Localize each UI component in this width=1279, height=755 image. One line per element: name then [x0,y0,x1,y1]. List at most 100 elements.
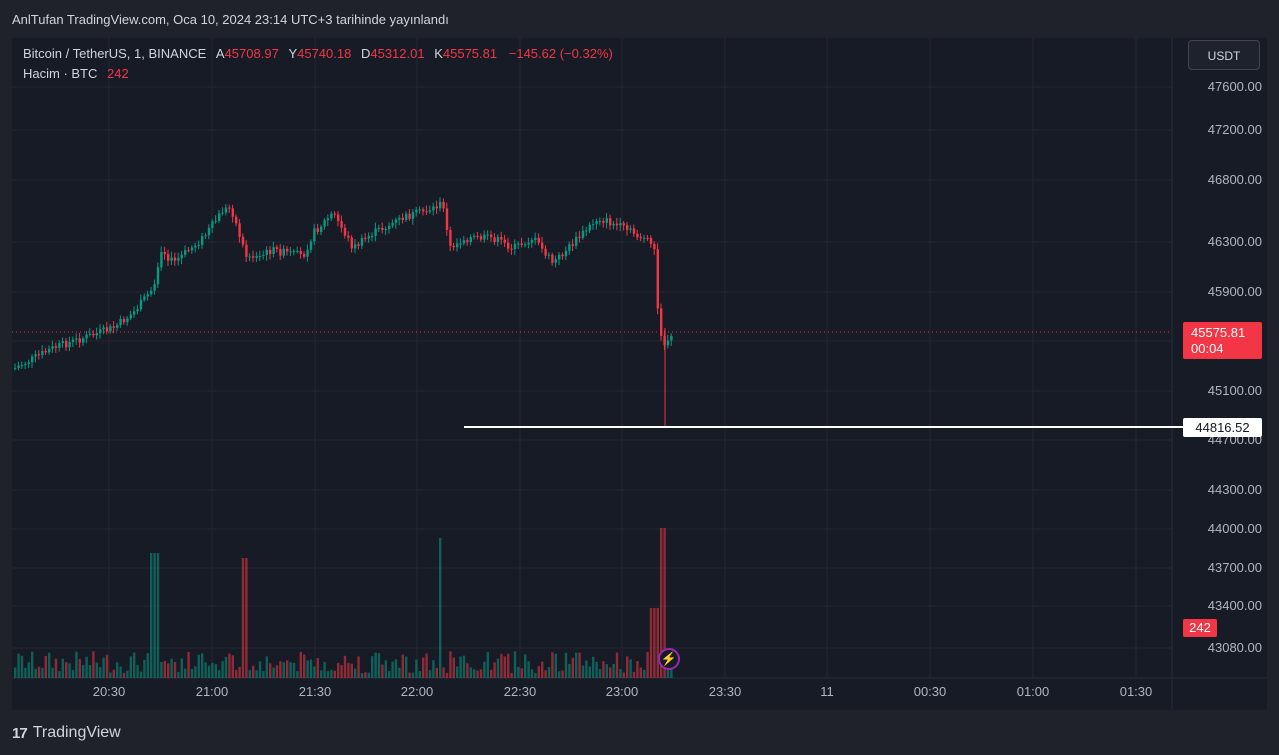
chart-pane[interactable]: Bitcoin / TetherUS, 1, BINANCE A45708.97… [12,38,1267,710]
volume-bar [255,670,258,678]
volume-bar [143,659,146,678]
candle-body [670,335,673,341]
volume-bar [286,660,289,678]
volume-bar [517,666,520,678]
candle-body [490,234,493,238]
price-tick-label: 45900.00 [1207,284,1262,299]
candle-body [605,218,608,223]
volume-bar [252,665,255,678]
candle-body [394,219,398,223]
time-tick-label: 22:00 [400,684,434,699]
candle-body [561,254,564,257]
time-tick-label: 00:30 [913,684,947,699]
volume-bar [167,663,170,678]
candle-body [575,236,578,246]
horizontal-level-badge[interactable]: 44816.52 [1183,418,1262,437]
volume-bar [245,558,248,678]
volume-bar [235,670,238,678]
volume-bar [408,672,411,678]
lightning-bolt-icon[interactable]: ⚡ [658,648,680,670]
volume-bar [513,651,517,678]
candle-body [58,343,61,348]
volume-bar [486,652,489,678]
candle-body [78,338,81,343]
volume-bar [581,665,585,678]
candle-body [660,308,663,336]
candle-body [194,245,197,248]
volume-bar [626,656,629,678]
volume-bar [272,667,275,678]
volume-bar [449,651,452,678]
candle-body [411,212,415,219]
volume-bar [299,651,302,678]
volume-bar [296,671,299,678]
symbol-name[interactable]: Bitcoin / TetherUS, 1, BINANCE [23,46,207,61]
volume-bar [170,658,173,678]
candle-body [156,267,160,285]
price-chart[interactable] [12,38,1267,710]
legend-volume-row: Hacim · BTC 242 [23,66,613,86]
candle-body [184,250,187,255]
candle-body [102,327,105,330]
published-caption: AnlTufan TradingView.com, Oca 10, 2024 2… [12,12,449,27]
volume-bar [85,656,88,678]
candle-body [537,237,540,243]
volume-bar [568,663,571,678]
candle-body [357,244,360,246]
time-tick-label: 21:00 [195,684,229,699]
candle-body [534,237,537,241]
volume-bar [58,671,61,678]
candle-body [558,254,561,260]
currency-button[interactable]: USDT [1188,40,1260,70]
candle-body [483,234,486,240]
volume-bar [663,528,666,678]
volume-bar [394,659,398,678]
volume-bar [41,667,44,678]
candle-body [292,251,296,253]
candle-body [282,248,285,256]
volume-bar [388,670,391,678]
candle-body [272,247,275,255]
candle-body [408,213,411,219]
volume-bar [649,608,653,678]
candle-body [337,214,340,222]
volume-bar [564,652,568,678]
candle-body [48,348,51,353]
volume-bar [520,668,523,678]
candle-body [466,240,469,242]
brand-footer[interactable]: 17 TradingView [12,724,121,742]
candle-body [442,201,445,209]
candle-body [65,341,68,348]
volume-bar [187,651,190,678]
candle-body [639,237,642,239]
volume-bar [575,652,578,678]
candle-body [116,324,119,328]
candle-body [350,237,353,249]
volume-bar [350,663,353,678]
candle-body [41,351,44,355]
volume-bar [547,667,551,678]
volume-bar [401,654,404,678]
volume-bar [248,670,251,678]
candle-body [622,223,625,226]
candle-body [551,254,554,263]
candle-body [513,243,517,250]
candle-body [112,326,115,328]
volume-bar [37,666,41,678]
volume-bar [384,660,387,678]
candle-body [435,206,438,209]
candle-body [510,248,513,250]
volume-bar [452,657,455,678]
volume-bar [44,655,47,678]
candle-body [405,213,408,220]
candle-body [235,216,238,224]
candle-body [360,237,364,246]
volume-bar [476,670,479,678]
candle-body [180,254,183,259]
candle-body [143,296,146,300]
volume-bar [54,658,58,678]
time-tick-label: 21:30 [298,684,332,699]
volume-bar [24,667,27,678]
volume-label[interactable]: Hacim · BTC [23,66,98,81]
volume-bar [439,538,442,678]
